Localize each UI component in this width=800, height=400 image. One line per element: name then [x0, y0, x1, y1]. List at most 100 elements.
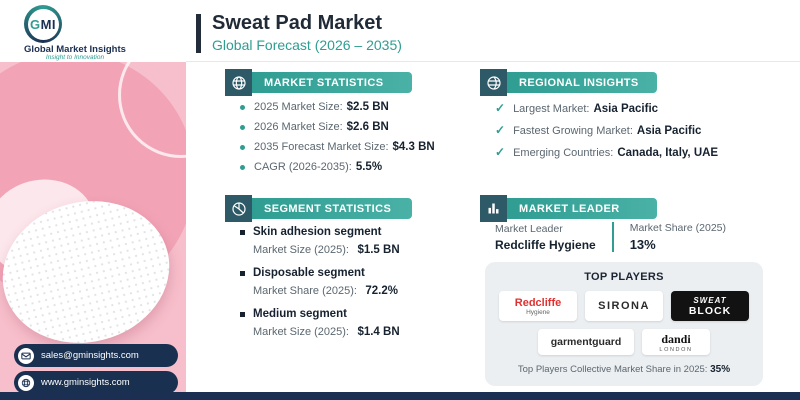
top-players-panel: TOP PLAYERS Redcliffe Hygiene SIRONA SWE… — [485, 262, 763, 386]
segment-detail-row: Market Size (2025): $1.4 BN — [253, 322, 400, 340]
leader-column: Market Leader Redcliffe Hygiene — [495, 223, 596, 252]
segment-name: Skin adhesion segment — [253, 226, 382, 238]
segment-label: Market Size (2025): — [253, 326, 349, 338]
logo-row-1: Redcliffe Hygiene SIRONA SWEAT BLOCK — [485, 291, 763, 321]
brand-area: G MI Global Market Insights Insight to In… — [0, 0, 186, 62]
brand-name: Global Market Insights — [24, 44, 126, 55]
stat-value: $2.6 BN — [346, 121, 389, 133]
bottom-accent-bar — [0, 392, 800, 400]
stat-label: CAGR (2026-2035): — [254, 161, 352, 173]
garmentguard-logo: garmentguard — [538, 329, 634, 355]
list-item: Skin adhesion segment Market Size (2025)… — [240, 226, 400, 258]
list-item: CAGR (2026-2035): 5.5% — [240, 161, 435, 173]
product-illustration — [0, 62, 186, 392]
globe-stats-icon — [225, 69, 252, 96]
market-statistics-list: 2025 Market Size: $2.5 BN 2026 Market Si… — [240, 101, 435, 181]
segment-statistics-title: SEGMENT STATISTICS — [252, 198, 412, 219]
bullet-square-icon — [240, 311, 245, 317]
pie-segment-icon — [225, 195, 252, 222]
regional-insights-list: ✓ Largest Market: Asia Pacific ✓ Fastest… — [495, 101, 718, 167]
segment-label: Market Size (2025): — [253, 244, 349, 256]
region-label: Largest Market: — [513, 103, 590, 115]
list-item: ✓ Fastest Growing Market: Asia Pacific — [495, 123, 718, 137]
dandi-london-logo: dandi LONDON — [642, 329, 710, 355]
leader-label: Market Leader — [495, 222, 563, 235]
region-value: Asia Pacific — [636, 125, 702, 137]
envelope-icon — [18, 347, 34, 364]
logo-text: Redcliffe — [514, 296, 562, 309]
header-divider — [186, 61, 800, 62]
bullet-dot-icon — [240, 164, 245, 170]
page-subtitle: Global Forecast (2026 – 2035) — [212, 37, 402, 53]
regional-insights-title: REGIONAL INSIGHTS — [507, 72, 657, 93]
segment-statistics-list: Skin adhesion segment Market Size (2025)… — [240, 226, 400, 349]
top-players-footer: Top Players Collective Market Share in 2… — [485, 364, 763, 375]
market-leader-title: MARKET LEADER — [507, 198, 657, 219]
stat-label: 2025 Market Size: — [254, 101, 343, 113]
segment-detail-row: Market Size (2025): $1.5 BN — [253, 240, 400, 258]
bullet-dot-icon — [240, 124, 245, 130]
list-item: 2025 Market Size: $2.5 BN — [240, 101, 435, 113]
segment-value: $1.5 BN — [357, 244, 400, 256]
region-label: Emerging Countries: — [513, 147, 614, 159]
list-item: Medium segment Market Size (2025): $1.4 … — [240, 308, 400, 340]
check-icon: ✓ — [495, 101, 506, 115]
stat-label: 2035 Forecast Market Size: — [254, 141, 389, 153]
logo-text: dandi — [661, 331, 691, 346]
redcliffe-hygiene-logo: Redcliffe Hygiene — [499, 291, 577, 321]
bullet-dot-icon — [240, 104, 245, 110]
logo-subtext: BLOCK — [688, 304, 732, 317]
section-header-regional-insights: REGIONAL INSIGHTS — [480, 69, 657, 96]
logo-text: garmentguard — [550, 336, 622, 348]
stat-value: $4.3 BN — [392, 141, 435, 153]
check-icon: ✓ — [495, 145, 506, 159]
check-icon: ✓ — [495, 123, 506, 137]
region-label: Fastest Growing Market: — [513, 125, 633, 137]
section-header-market-leader: MARKET LEADER — [480, 195, 657, 222]
page-title: Sweat Pad Market — [212, 12, 383, 34]
brand-tagline: Insight to Innovation — [45, 54, 105, 61]
section-header-segment-statistics: SEGMENT STATISTICS — [225, 195, 412, 222]
share-column: Market Share (2025) 13% — [630, 222, 726, 252]
gmi-logo: G MI — [24, 5, 62, 43]
email-contact-link[interactable]: sales@gminsights.com — [14, 344, 178, 367]
region-value: Canada, Italy, UAE — [617, 147, 719, 159]
segment-value: 72.2% — [365, 285, 398, 297]
list-item: Disposable segment Market Share (2025): … — [240, 267, 400, 299]
email-text: sales@gminsights.com — [41, 350, 139, 361]
region-value: Asia Pacific — [593, 103, 659, 115]
footer-value: 35% — [710, 364, 731, 375]
footer-label: Top Players Collective Market Share in 2… — [517, 364, 708, 375]
logo-letters-mi: MI — [40, 16, 57, 32]
website-text: www.gminsights.com — [41, 377, 130, 388]
list-item: 2026 Market Size: $2.6 BN — [240, 121, 435, 133]
top-players-title: TOP PLAYERS — [584, 271, 664, 283]
stat-value: $2.5 BN — [346, 101, 389, 113]
website-contact-link[interactable]: www.gminsights.com — [14, 371, 178, 394]
segment-label: Market Share (2025): — [253, 285, 357, 297]
globe-icon — [18, 374, 34, 391]
leader-name: Redcliffe Hygiene — [495, 237, 596, 252]
gmi-logo-text: G MI — [27, 8, 59, 40]
segment-value: $1.4 BN — [357, 326, 400, 338]
segment-name: Medium segment — [253, 308, 347, 320]
market-statistics-title: MARKET STATISTICS — [252, 72, 412, 93]
segment-name: Disposable segment — [253, 267, 365, 279]
sirona-logo: SIRONA — [585, 291, 663, 321]
title-accent-bar — [196, 14, 201, 53]
share-value: 13% — [629, 237, 656, 252]
bullet-square-icon — [240, 229, 245, 235]
logo-subtext: Hygiene — [526, 308, 550, 316]
sweatblock-logo: SWEAT BLOCK — [671, 291, 749, 321]
logo-subtext: LONDON — [659, 346, 693, 353]
logo-letter-g: G — [29, 16, 41, 32]
stat-label: 2026 Market Size: — [254, 121, 343, 133]
stat-value: 5.5% — [355, 161, 383, 173]
bullet-dot-icon — [240, 144, 245, 150]
logo-row-2: garmentguard dandi LONDON — [485, 329, 763, 355]
segment-detail-row: Market Share (2025): 72.2% — [253, 281, 400, 299]
logo-text: SWEAT — [693, 295, 727, 305]
vertical-divider — [611, 222, 614, 252]
segment-name-row: Medium segment — [240, 308, 400, 320]
